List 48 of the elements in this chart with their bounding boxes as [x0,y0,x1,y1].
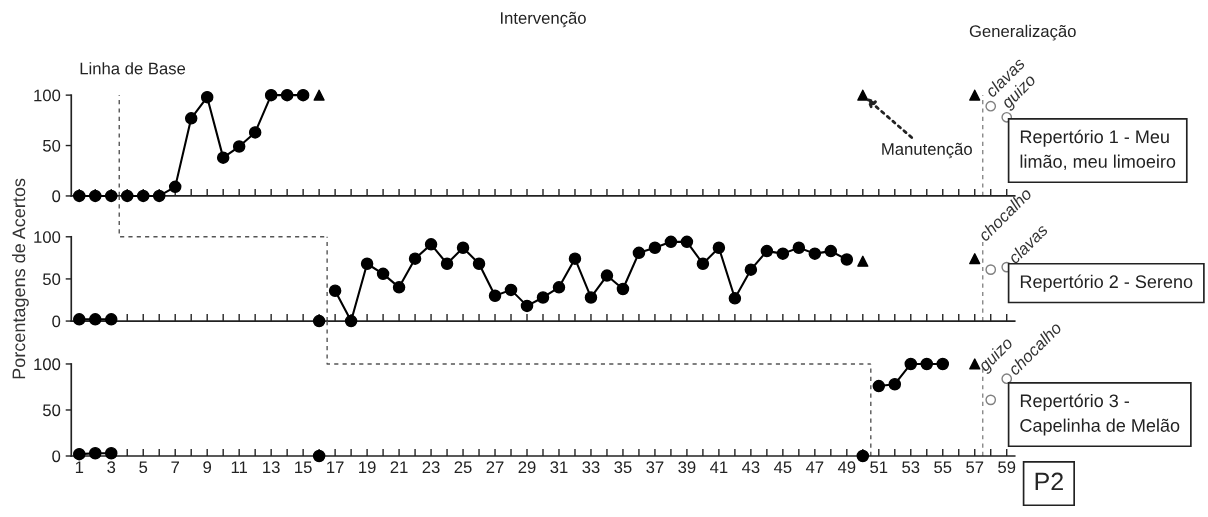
x-tick-label: 25 [454,461,472,474]
x-tick-label: 21 [390,461,408,473]
x-tick-label: 47 [805,461,824,473]
x-tick-label: 9 [203,461,212,474]
y-tick-label: 0 [52,450,61,463]
y-tick-label: 0 [52,190,61,203]
x-tick-label: 11 [231,461,248,473]
y-tick-label: 0 [52,315,61,328]
x-tick-label: 3 [107,461,116,474]
y-tick-label: 50 [42,404,61,417]
x-tick-label: 23 [422,461,440,474]
y-axis-title: Porcentagens de Acertos [11,178,29,379]
x-tick-label: 53 [902,461,920,474]
x-tick-label: 41 [710,461,728,473]
x-tick-label: 33 [582,461,600,474]
x-tick-label: 51 [870,461,888,474]
x-tick-label: 35 [614,461,632,474]
x-tick-label: 1 [75,461,84,473]
x-tick-label: 45 [773,461,792,474]
text: Linha de Base [80,62,186,75]
x-tick-label: 15 [295,461,312,474]
text: Repertório 3 - Capelinha de Melão [1020,393,1180,436]
x-tick-label: 27 [486,461,504,473]
text: Intervenção [500,11,586,28]
text: Generalização [969,24,1076,41]
y-tick-label: 100 [34,358,61,371]
x-tick-label: 13 [263,461,280,474]
x-tick-label: 29 [518,461,536,474]
x-tick-label: 39 [678,461,696,474]
x-tick-label: 43 [741,461,760,474]
x-tick-label: 19 [359,461,376,474]
y-tick-label: 100 [34,231,61,243]
x-tick-label: 55 [934,461,952,474]
x-tick-label: 57 [966,461,984,474]
text: Repertório 1 - Meu limão, meu limoeiro [1020,129,1176,170]
x-tick-label: 49 [837,461,856,474]
x-tick-label: 31 [550,461,568,474]
annotation: Manutenção [882,142,972,159]
text: P2 [1035,472,1063,491]
x-tick-label: 7 [171,461,180,473]
x-tick-label: 37 [646,461,664,474]
x-tick-label: 17 [327,461,344,473]
y-tick-label: 50 [42,273,61,286]
y-tick-label: 100 [34,89,61,102]
y-tick-label: 50 [42,139,61,152]
text: Repertório 2 - Sereno [1020,274,1193,292]
x-tick-label: 5 [139,461,148,474]
x-tick-label: 59 [998,461,1016,474]
